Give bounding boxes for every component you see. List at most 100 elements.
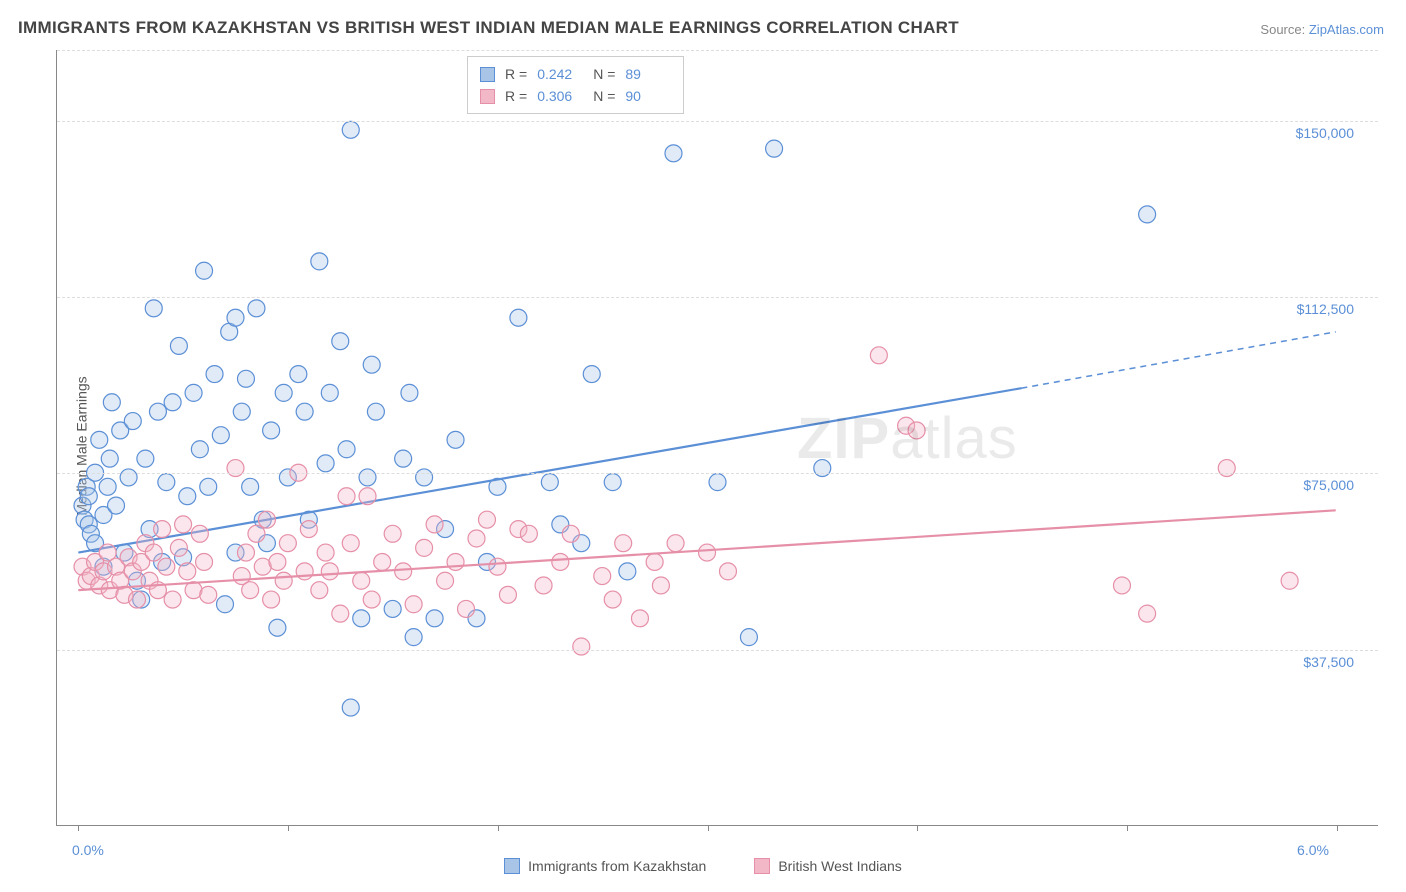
- data-point[interactable]: [353, 610, 370, 627]
- data-point[interactable]: [237, 370, 254, 387]
- data-point[interactable]: [185, 384, 202, 401]
- data-point[interactable]: [154, 521, 171, 538]
- data-point[interactable]: [321, 563, 338, 580]
- data-point[interactable]: [395, 450, 412, 467]
- data-point[interactable]: [269, 619, 286, 636]
- data-point[interactable]: [1139, 605, 1156, 622]
- data-point[interactable]: [300, 521, 317, 538]
- data-point[interactable]: [447, 553, 464, 570]
- data-point[interactable]: [562, 525, 579, 542]
- data-point[interactable]: [137, 450, 154, 467]
- data-point[interactable]: [615, 535, 632, 552]
- data-point[interactable]: [1139, 206, 1156, 223]
- data-point[interactable]: [269, 553, 286, 570]
- data-point[interactable]: [447, 431, 464, 448]
- data-point[interactable]: [338, 441, 355, 458]
- data-point[interactable]: [520, 525, 537, 542]
- data-point[interactable]: [191, 441, 208, 458]
- data-point[interactable]: [363, 591, 380, 608]
- data-point[interactable]: [317, 455, 334, 472]
- data-point[interactable]: [374, 553, 391, 570]
- data-point[interactable]: [158, 558, 175, 575]
- data-point[interactable]: [164, 591, 181, 608]
- data-point[interactable]: [99, 478, 116, 495]
- data-point[interactable]: [311, 582, 328, 599]
- data-point[interactable]: [583, 366, 600, 383]
- data-point[interactable]: [275, 384, 292, 401]
- data-point[interactable]: [384, 525, 401, 542]
- data-point[interactable]: [258, 511, 275, 528]
- data-point[interactable]: [179, 488, 196, 505]
- data-point[interactable]: [719, 563, 736, 580]
- data-point[interactable]: [296, 563, 313, 580]
- data-point[interactable]: [384, 600, 401, 617]
- data-point[interactable]: [332, 333, 349, 350]
- data-point[interactable]: [170, 539, 187, 556]
- data-point[interactable]: [242, 478, 259, 495]
- data-point[interactable]: [248, 300, 265, 317]
- data-point[interactable]: [242, 582, 259, 599]
- data-point[interactable]: [332, 605, 349, 622]
- data-point[interactable]: [416, 469, 433, 486]
- data-point[interactable]: [699, 544, 716, 561]
- data-point[interactable]: [405, 596, 422, 613]
- data-point[interactable]: [458, 600, 475, 617]
- legend-item[interactable]: British West Indians: [754, 858, 901, 874]
- data-point[interactable]: [1113, 577, 1130, 594]
- data-point[interactable]: [275, 572, 292, 589]
- data-point[interactable]: [478, 511, 495, 528]
- data-point[interactable]: [604, 591, 621, 608]
- data-point[interactable]: [499, 586, 516, 603]
- data-point[interactable]: [426, 610, 443, 627]
- data-point[interactable]: [206, 366, 223, 383]
- data-point[interactable]: [740, 629, 757, 646]
- data-point[interactable]: [179, 563, 196, 580]
- data-point[interactable]: [468, 530, 485, 547]
- data-point[interactable]: [120, 469, 137, 486]
- data-point[interactable]: [709, 474, 726, 491]
- data-point[interactable]: [342, 699, 359, 716]
- data-point[interactable]: [510, 309, 527, 326]
- data-point[interactable]: [196, 553, 213, 570]
- data-point[interactable]: [290, 366, 307, 383]
- data-point[interactable]: [631, 610, 648, 627]
- data-point[interactable]: [573, 638, 590, 655]
- data-point[interactable]: [667, 535, 684, 552]
- data-point[interactable]: [535, 577, 552, 594]
- data-point[interactable]: [158, 474, 175, 491]
- data-point[interactable]: [541, 474, 558, 491]
- data-point[interactable]: [149, 403, 166, 420]
- data-point[interactable]: [263, 422, 280, 439]
- data-point[interactable]: [170, 337, 187, 354]
- data-point[interactable]: [91, 431, 108, 448]
- data-point[interactable]: [405, 629, 422, 646]
- data-point[interactable]: [665, 145, 682, 162]
- data-point[interactable]: [200, 586, 217, 603]
- source-link[interactable]: ZipAtlas.com: [1309, 22, 1384, 37]
- data-point[interactable]: [196, 262, 213, 279]
- data-point[interactable]: [646, 553, 663, 570]
- data-point[interactable]: [604, 474, 621, 491]
- data-point[interactable]: [552, 553, 569, 570]
- data-point[interactable]: [317, 544, 334, 561]
- data-point[interactable]: [342, 121, 359, 138]
- data-point[interactable]: [908, 422, 925, 439]
- data-point[interactable]: [359, 488, 376, 505]
- data-point[interactable]: [200, 478, 217, 495]
- data-point[interactable]: [145, 300, 162, 317]
- data-point[interactable]: [426, 516, 443, 533]
- data-point[interactable]: [248, 525, 265, 542]
- data-point[interactable]: [217, 596, 234, 613]
- data-point[interactable]: [145, 544, 162, 561]
- data-point[interactable]: [338, 488, 355, 505]
- data-point[interactable]: [279, 535, 296, 552]
- data-point[interactable]: [401, 384, 418, 401]
- data-point[interactable]: [594, 568, 611, 585]
- data-point[interactable]: [103, 394, 120, 411]
- data-point[interactable]: [124, 413, 141, 430]
- data-point[interactable]: [652, 577, 669, 594]
- data-point[interactable]: [108, 497, 125, 514]
- data-point[interactable]: [233, 403, 250, 420]
- data-point[interactable]: [175, 516, 192, 533]
- data-point[interactable]: [321, 384, 338, 401]
